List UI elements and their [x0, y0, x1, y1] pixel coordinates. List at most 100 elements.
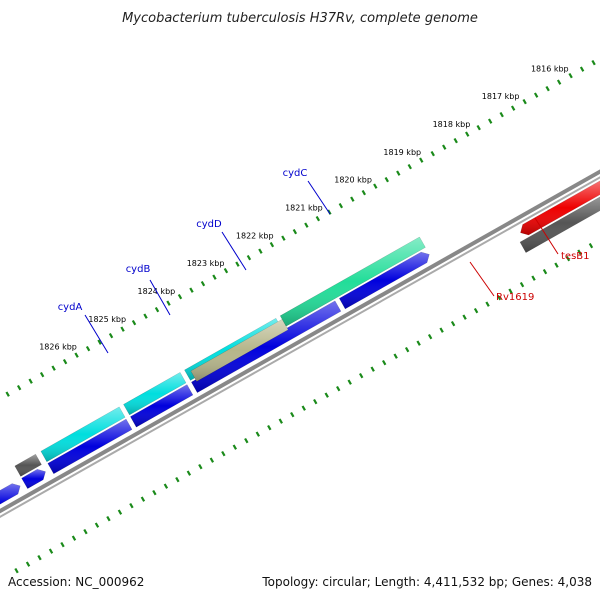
outer-tick-mark: [430, 150, 435, 157]
outer-tick-mark: [189, 287, 194, 293]
outer-tick-mark: [269, 241, 275, 248]
outer-tick-mark: [384, 176, 389, 183]
gene-label-leader: [469, 261, 495, 297]
gene-label-cydd[interactable]: cydD: [196, 219, 222, 230]
inner-tick-mark: [267, 424, 272, 431]
inner-tick-mark: [370, 366, 375, 372]
outer-tick-mark: [396, 170, 401, 176]
outer-tick-mark: [407, 163, 412, 170]
outer-tick-mark: [235, 261, 240, 267]
outer-tick-mark: [258, 248, 263, 254]
inner-tick-mark: [198, 463, 203, 470]
cds-forward[interactable]: [338, 251, 430, 310]
inner-tick-mark: [416, 340, 421, 346]
inner-tick-mark: [439, 327, 444, 333]
inner-tick-mark: [324, 392, 329, 398]
cds-forward[interactable]: [191, 300, 342, 393]
inner-tick-mark: [152, 489, 157, 496]
cydB-feature[interactable]: [123, 372, 187, 416]
inner-tick-mark: [347, 379, 352, 385]
outer-tick-mark: [568, 72, 573, 79]
inner-tick-ring: [14, 242, 594, 574]
inner-tick-mark: [404, 346, 410, 353]
outer-tick-mark: [166, 300, 171, 306]
gene-label-cydc[interactable]: cydC: [283, 168, 308, 179]
inner-tick-mark: [244, 437, 249, 444]
gene-label-leader: [307, 180, 331, 215]
inner-tick-mark: [94, 522, 100, 528]
gene-label-rv1619[interactable]: Rv1619: [496, 292, 534, 303]
outer-tick-mark: [39, 371, 45, 378]
inner-tick-mark: [485, 301, 490, 307]
gene-label-leader: [84, 314, 109, 354]
gene-label-leader: [221, 231, 247, 271]
inner-tick-mark: [473, 307, 479, 314]
outer-tick-mark: [419, 157, 424, 163]
genome-backbone: [0, 169, 600, 514]
cydC-feature[interactable]: [279, 236, 426, 327]
inner-tick-mark: [313, 398, 318, 405]
inner-tick-mark: [336, 385, 341, 392]
outer-tick-mark: [533, 92, 539, 98]
backbone-group: [0, 169, 600, 518]
outer-tick-mark: [62, 358, 68, 365]
gene-label-cyda[interactable]: cydA: [58, 302, 83, 313]
cds-forward[interactable]: [21, 469, 46, 489]
gene-label-tesb1[interactable]: tesB1: [561, 251, 590, 262]
inner-tick-mark: [462, 314, 467, 320]
accession-text: Accession: NC_000962: [8, 575, 144, 589]
gene-label-cydb[interactable]: cydB: [126, 264, 151, 275]
inner-tick-mark: [542, 268, 548, 275]
kbp-label: 1822 kbp: [236, 231, 274, 240]
outer-tick-mark: [488, 118, 493, 124]
inner-tick-mark: [519, 281, 525, 288]
cds-forward[interactable]: [47, 418, 133, 475]
inner-tick-mark: [290, 411, 295, 418]
outer-tick-mark: [338, 202, 344, 209]
cds-reverse[interactable]: [520, 180, 600, 236]
gene-label-leader: [534, 217, 559, 255]
outer-tick-mark: [315, 215, 321, 222]
inner-tick-mark: [255, 431, 260, 437]
outer-tick-mark: [579, 66, 585, 72]
inner-tick-mark: [565, 255, 571, 262]
outer-tick-mark: [28, 378, 33, 384]
inner-tick-mark: [301, 405, 306, 411]
inner-tick-mark: [577, 249, 582, 255]
outer-tick-mark: [292, 228, 298, 235]
outer-tick-mark: [545, 85, 550, 92]
cds-gray[interactable]: [14, 453, 42, 477]
outer-tick-mark: [246, 254, 252, 261]
inner-tick-mark: [209, 457, 215, 463]
outer-tick-mark: [143, 313, 148, 319]
cydD-overlap-feature[interactable]: [190, 318, 289, 382]
kbp-label: 1826 kbp: [39, 343, 77, 352]
inner-tick-mark: [163, 483, 169, 489]
kbp-label: 1825 kbp: [88, 315, 126, 324]
inner-tick-mark: [508, 288, 513, 294]
cds-forward[interactable]: [130, 384, 194, 428]
inner-tick-mark: [531, 275, 536, 281]
Rv1619-feature[interactable]: [519, 193, 600, 253]
outer-tick-mark: [361, 189, 367, 196]
outer-tick-mark: [177, 293, 183, 300]
cds-forward[interactable]: [0, 483, 21, 523]
outer-tick-mark: [304, 222, 309, 228]
outer-tick-mark: [108, 332, 114, 339]
inner-tick-mark: [232, 444, 238, 450]
kbp-label: 1817 kbp: [482, 92, 520, 101]
inner-tick-mark: [186, 470, 192, 476]
gene-label-lines: [84, 180, 559, 354]
inner-tick-mark: [14, 567, 19, 574]
inner-tick-mark: [221, 450, 226, 457]
inner-tick-mark: [450, 320, 456, 327]
outer-tick-ring: [5, 59, 596, 397]
outer-tick-mark: [465, 131, 470, 137]
inner-tick-mark: [140, 496, 146, 502]
outer-tick-mark: [453, 137, 458, 144]
inner-tick-mark: [71, 535, 77, 541]
outer-tick-mark: [154, 306, 160, 313]
cydA-feature[interactable]: [40, 406, 126, 463]
inner-tick-mark: [25, 561, 31, 567]
outer-tick-mark: [442, 144, 447, 150]
